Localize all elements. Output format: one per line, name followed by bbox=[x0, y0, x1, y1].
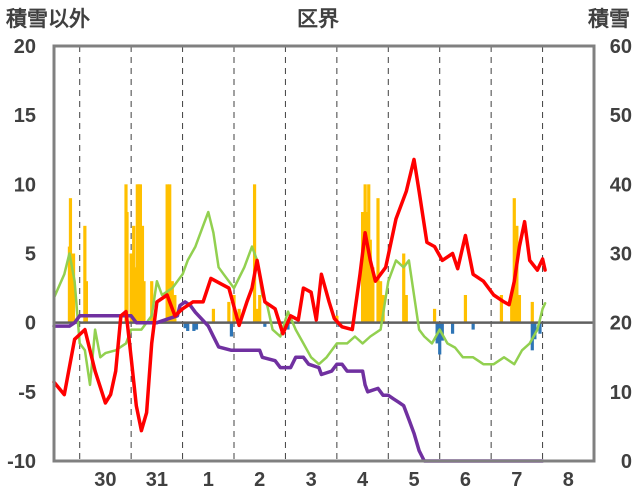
negative-bar bbox=[533, 322, 537, 340]
precip-bar bbox=[150, 281, 154, 323]
precip-bar bbox=[138, 184, 142, 323]
x-tick-label: 5 bbox=[408, 469, 419, 491]
left-tick-label: 20 bbox=[14, 36, 36, 58]
x-tick-label: 3 bbox=[306, 469, 317, 491]
left-axis-label: 積雪以外 bbox=[6, 7, 90, 31]
red-line bbox=[52, 157, 547, 433]
precip-bar bbox=[168, 184, 172, 323]
precip-bar bbox=[378, 281, 383, 323]
x-tick-label: 31 bbox=[146, 469, 168, 491]
precip-bar bbox=[133, 267, 137, 323]
negative-bar bbox=[263, 322, 267, 327]
gridlines bbox=[79, 46, 544, 461]
precip-bar bbox=[368, 239, 372, 323]
line-series bbox=[52, 157, 547, 463]
right-axis-label: 積雪 bbox=[588, 8, 630, 31]
left-tick-label: 15 bbox=[14, 105, 36, 127]
precip-bar bbox=[83, 225, 87, 323]
negative-bar bbox=[194, 322, 199, 330]
x-tick-label: 8 bbox=[563, 469, 574, 491]
right-tick-label: 10 bbox=[610, 382, 632, 404]
x-tick-label: 2 bbox=[254, 469, 265, 491]
negative-bar bbox=[440, 322, 444, 341]
precip-bar bbox=[165, 184, 169, 323]
precip-bar bbox=[402, 253, 406, 323]
left-tick-label: -5 bbox=[18, 382, 36, 404]
plot-frame bbox=[52, 44, 596, 463]
snow-depth-line bbox=[52, 300, 545, 463]
left-tick-label: -10 bbox=[7, 451, 36, 473]
negative-bar bbox=[183, 322, 187, 329]
precip-bar bbox=[530, 301, 534, 323]
precip-bar bbox=[376, 198, 380, 323]
negative-bar bbox=[229, 322, 234, 337]
left-tick-label: 10 bbox=[14, 174, 36, 196]
precip-bar bbox=[517, 295, 522, 323]
negative-bar bbox=[450, 322, 455, 334]
precip-bar bbox=[404, 295, 408, 323]
precip-bar bbox=[227, 301, 231, 323]
precip-bar bbox=[371, 267, 375, 323]
x-tick-label: 1 bbox=[203, 469, 214, 491]
precip-bar bbox=[365, 212, 369, 323]
right-tick-label: 0 bbox=[621, 451, 632, 473]
precip-bar bbox=[170, 281, 174, 323]
precip-bar bbox=[71, 253, 76, 323]
left-tick-label: 0 bbox=[25, 313, 36, 335]
negative-bar bbox=[471, 322, 475, 330]
x-tick-label: 6 bbox=[460, 469, 471, 491]
negative-bar bbox=[438, 322, 442, 355]
negative-bar bbox=[186, 322, 190, 331]
precip-bar bbox=[463, 295, 468, 323]
precip-bar bbox=[237, 308, 241, 323]
right-tick-label: 60 bbox=[610, 36, 632, 58]
right-tick-label: 50 bbox=[610, 105, 632, 127]
precip-bar bbox=[84, 281, 88, 323]
precip-bar bbox=[258, 295, 262, 323]
precip-bar bbox=[142, 281, 146, 323]
precip-bar bbox=[432, 308, 437, 323]
green-line bbox=[52, 210, 547, 387]
negative-bar bbox=[538, 322, 542, 334]
precip-bar bbox=[510, 295, 514, 323]
precip-bar bbox=[140, 225, 145, 323]
right-tick-label: 40 bbox=[610, 174, 632, 196]
x-tick-label: 30 bbox=[94, 469, 116, 491]
left-tick-label: 5 bbox=[25, 244, 36, 266]
precip-bar bbox=[173, 295, 177, 323]
right-tick-label: 20 bbox=[610, 313, 632, 335]
precip-bar bbox=[211, 308, 216, 323]
precip-bar bbox=[125, 212, 129, 323]
precip-bar bbox=[255, 308, 259, 323]
x-tick-label: 7 bbox=[511, 469, 522, 491]
negative-bar bbox=[192, 322, 196, 331]
precip-bar bbox=[512, 198, 516, 323]
precip-bar bbox=[499, 295, 504, 323]
right-tick-label: 30 bbox=[610, 244, 632, 266]
x-tick-label: 4 bbox=[357, 469, 369, 491]
chart-title: 区界 bbox=[297, 8, 339, 31]
